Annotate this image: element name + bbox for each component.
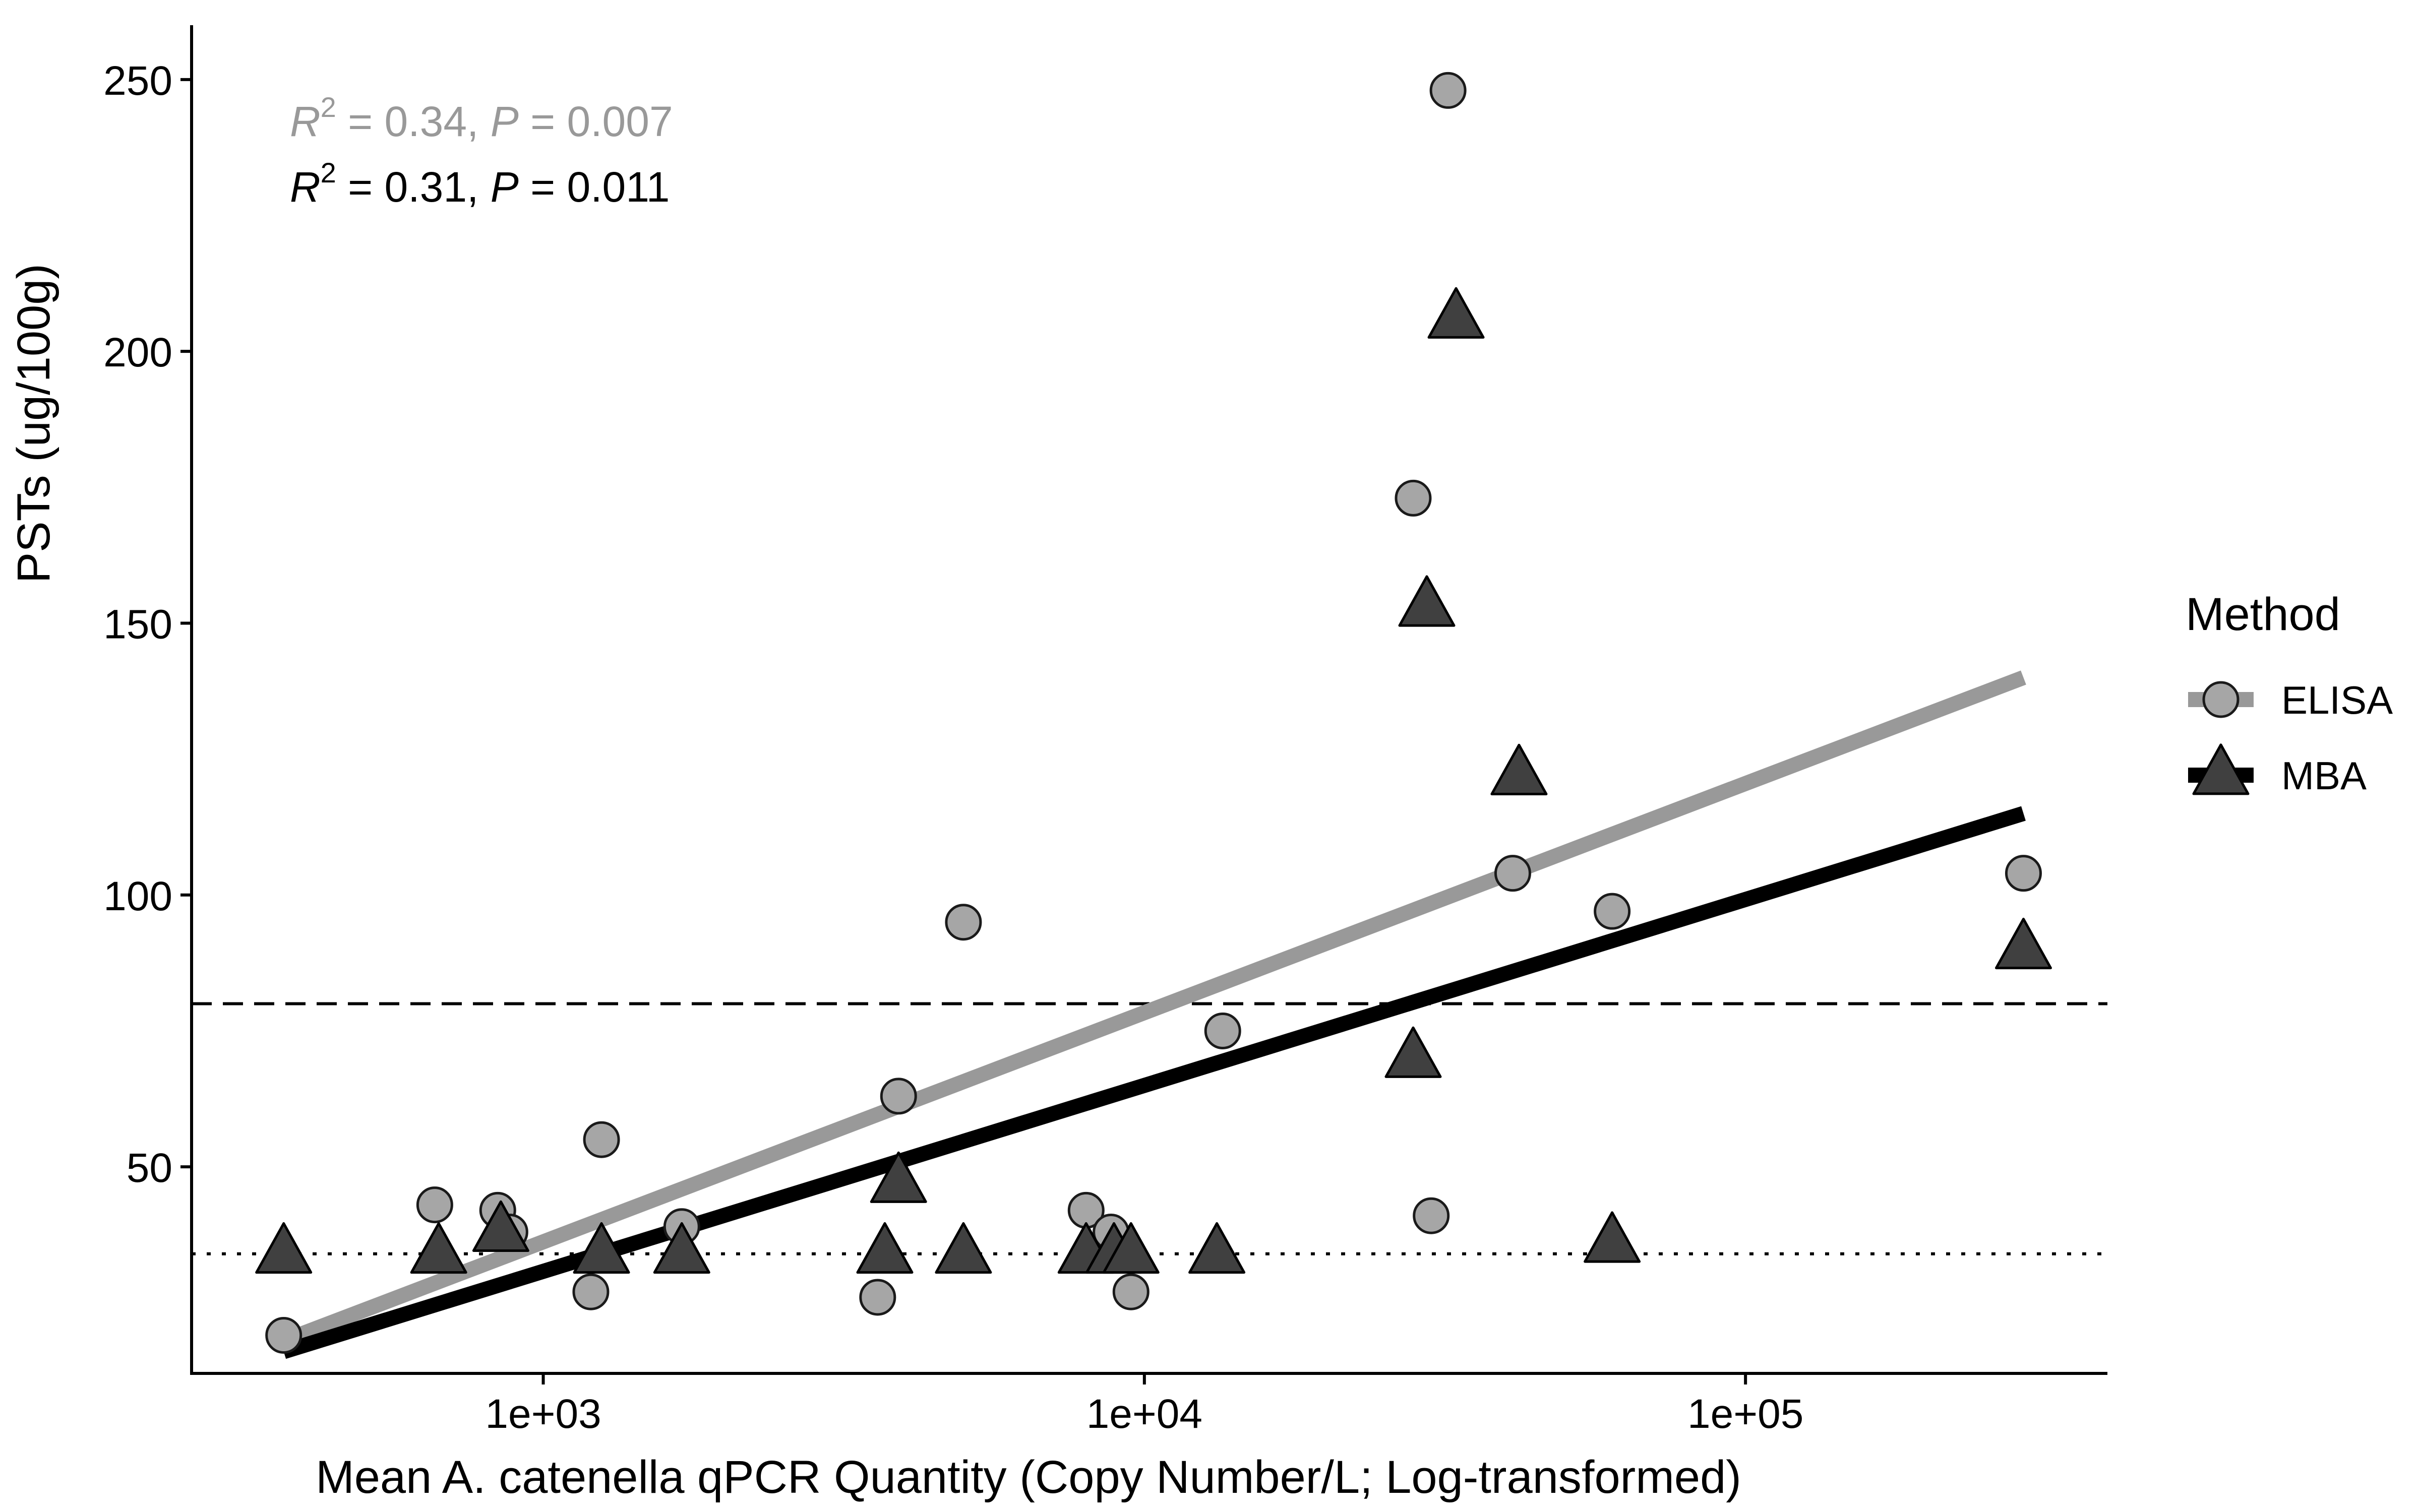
point-elisa	[1594, 893, 1631, 930]
data-points	[255, 72, 2052, 1354]
point-elisa	[416, 1186, 453, 1224]
point-elisa	[1395, 479, 1432, 517]
legend-label: MBA	[2281, 753, 2367, 798]
point-elisa	[859, 1279, 896, 1316]
point-mba	[856, 1222, 914, 1274]
legend-key-circle	[2202, 681, 2240, 718]
point-mba	[1384, 1026, 1442, 1078]
r-squared-label: R	[290, 98, 321, 145]
r-squared-value: = 0.34,	[336, 98, 491, 145]
point-elisa	[572, 1273, 610, 1310]
point-mba	[653, 1222, 710, 1274]
point-elisa	[265, 1316, 302, 1354]
point-mba	[1398, 575, 1456, 627]
point-mba	[1102, 1222, 1160, 1274]
point-elisa	[880, 1078, 917, 1115]
legend: Method ELISA MBA	[2186, 589, 2393, 798]
fit-line-elisa	[281, 670, 2026, 1348]
y-tick-label: 100	[103, 873, 172, 919]
p-value: = 0.011	[519, 163, 670, 211]
y-tick-label: 200	[103, 330, 172, 375]
y-axis-title: PSTs (ug/100g)	[8, 264, 59, 583]
point-mba	[1584, 1211, 1641, 1263]
point-mba	[870, 1151, 927, 1203]
legend-label: ELISA	[2281, 678, 2393, 722]
x-tick-label: 1e+05	[1687, 1391, 1803, 1437]
point-mba	[935, 1222, 992, 1274]
annotation-mba: R2 = 0.31, P = 0.011	[290, 157, 670, 211]
point-elisa	[945, 904, 982, 941]
point-mba	[1188, 1222, 1246, 1274]
superscript: 2	[321, 157, 336, 188]
x-tick-label: 1e+03	[485, 1391, 601, 1437]
p-label: P	[491, 163, 519, 211]
x-axis-title: Mean A. catenella qPCR Quantity (Copy Nu…	[316, 1452, 1741, 1503]
point-mba	[410, 1222, 467, 1274]
r-squared-value: = 0.31,	[336, 163, 491, 211]
point-elisa	[1494, 855, 1531, 892]
fit-line-mba	[281, 806, 2026, 1359]
superscript: 2	[321, 91, 336, 123]
y-tick-label: 250	[103, 58, 172, 104]
point-elisa	[1413, 1197, 1450, 1234]
r-squared-label: R	[290, 163, 321, 211]
point-mba	[472, 1200, 529, 1252]
point-mba	[1490, 743, 1548, 795]
y-axis-ticks: 50 100 150 200 250	[103, 58, 192, 1191]
point-elisa	[1204, 1012, 1241, 1049]
p-value: = 0.007	[519, 98, 673, 145]
legend-title: Method	[2186, 589, 2340, 640]
annotation-elisa: R2 = 0.34, P = 0.007	[290, 91, 673, 145]
point-elisa	[1112, 1273, 1150, 1310]
point-elisa	[1429, 72, 1467, 109]
p-label: P	[491, 98, 519, 145]
point-mba	[1994, 917, 2052, 970]
point-mba	[255, 1222, 313, 1274]
x-tick-label: 1e+04	[1086, 1391, 1202, 1437]
point-mba	[1427, 287, 1485, 339]
x-axis-ticks: 1e+03 1e+04 1e+05	[485, 1373, 1803, 1437]
y-tick-label: 150	[103, 601, 172, 647]
regression-lines	[281, 670, 2026, 1359]
point-elisa	[2005, 855, 2042, 892]
point-mba	[573, 1222, 630, 1274]
y-tick-label: 50	[127, 1145, 172, 1191]
point-elisa	[583, 1121, 620, 1158]
legend-key-triangle	[2192, 743, 2250, 795]
